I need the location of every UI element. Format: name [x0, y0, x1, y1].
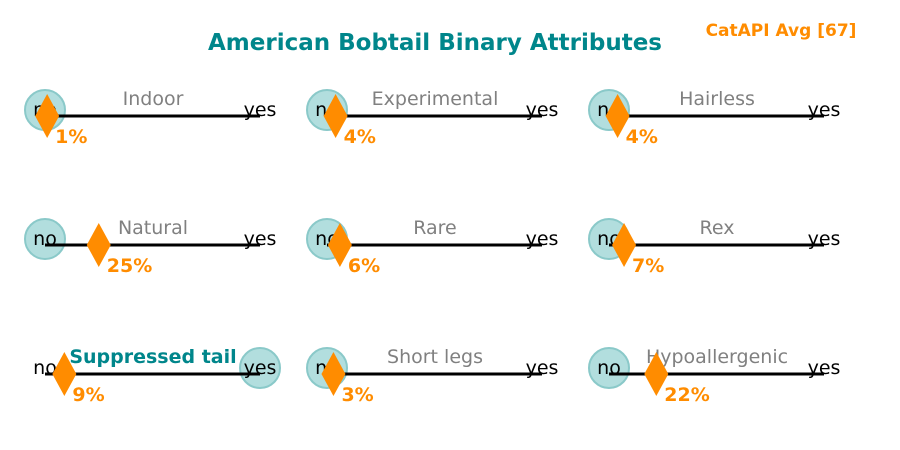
scale-max-label: yes [808, 99, 841, 121]
scale-min-label: no [33, 228, 57, 250]
percentage-label: 4% [344, 126, 376, 148]
chart-title: American Bobtail Binary Attributes [208, 30, 662, 56]
percentage-label: 25% [107, 255, 152, 277]
scale-max-label: yes [526, 228, 559, 250]
attribute-name: Indoor [123, 88, 184, 110]
percentage-label: 22% [664, 384, 709, 406]
percentage-marker [52, 352, 77, 396]
attribute-panel-indoor: noyesIndoor1% [24, 88, 277, 148]
scale-min-label: no [597, 357, 621, 379]
catapi-average-label: CatAPI Avg [67] [706, 21, 857, 41]
percentage-marker [644, 352, 669, 396]
scale-min-label: no [33, 357, 57, 379]
percentage-marker [605, 94, 630, 138]
attribute-name: Suppressed tail [69, 346, 236, 368]
attribute-name: Experimental [372, 88, 499, 110]
percentage-marker [321, 352, 346, 396]
attribute-name: Natural [118, 217, 188, 239]
percentage-marker [327, 223, 352, 267]
scale-max-label: yes [526, 99, 559, 121]
breed-value-circle [239, 347, 281, 389]
percentage-marker [35, 94, 60, 138]
attribute-panel-hypoallergenic: no yes Hypoallergenic 22% [588, 346, 841, 406]
percentage-label: 1% [55, 126, 87, 148]
percentage-marker [612, 223, 637, 267]
attribute-name: Hairless [679, 88, 755, 110]
percentage-label: 9% [72, 384, 104, 406]
attribute-panel-natural: no yes Natural 25% [24, 217, 277, 277]
percentage-marker [86, 223, 111, 267]
percentage-label: 6% [348, 255, 380, 277]
scale-max-label: yes [244, 357, 277, 379]
scale-max-label: yes [244, 99, 277, 121]
percentage-label: 3% [341, 384, 373, 406]
attribute-name: Rare [413, 217, 457, 239]
percentage-marker [323, 94, 348, 138]
scale-max-label: yes [808, 357, 841, 379]
percentage-label: 4% [626, 126, 658, 148]
attribute-panel-experimental: noyesExperimental4% [306, 88, 559, 148]
scale-max-label: yes [526, 357, 559, 379]
attribute-name: Short legs [387, 346, 483, 368]
attribute-panels: no yes Indoor 1% no yes Experimental 4% no yes Hai… [24, 88, 841, 406]
breed-value-circle [24, 218, 66, 260]
breed-value-circle [588, 347, 630, 389]
attribute-name: Rex [700, 217, 735, 239]
attribute-name: Hypoallergenic [646, 346, 788, 368]
percentage-label: 7% [632, 255, 664, 277]
attribute-panel-hairless: noyesHairless4% [588, 88, 841, 148]
attribute-panel-suppressed-tail: no yes Suppressed tail 9% [33, 346, 281, 406]
scale-max-label: yes [808, 228, 841, 250]
scale-max-label: yes [244, 228, 277, 250]
